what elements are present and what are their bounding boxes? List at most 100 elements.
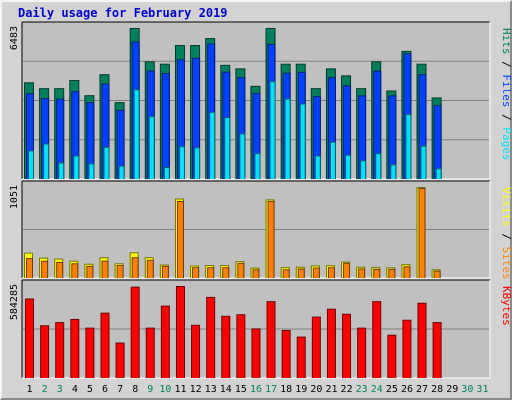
bar-kbytes-day-20-fill (312, 317, 320, 378)
bar-sites-day-23-fill (359, 269, 365, 278)
bar-sites-day-28-fill (434, 271, 440, 278)
bar-kbytes-day-2-fill (41, 326, 49, 378)
bar-pages-day-6-fill (104, 147, 109, 179)
bar-files-day-1-fill (27, 94, 33, 179)
bar-sites-day-11-fill (177, 201, 183, 278)
bar-sites-day-16-fill (253, 270, 259, 278)
bar-files-day-27-fill (419, 75, 426, 179)
bar-pages-day-26-fill (406, 115, 411, 179)
bar-kbytes-day-4-fill (71, 319, 79, 378)
x-label-day-8: 8 (132, 384, 138, 395)
legend-separator: / (500, 108, 512, 128)
bar-kbytes-day-11-fill (176, 287, 184, 378)
x-label-day-12: 12 (190, 384, 202, 395)
x-label-day-13: 13 (205, 384, 217, 395)
bar-sites-day-15-fill (238, 263, 244, 278)
bar-files-day-20-fill (313, 97, 320, 179)
bar-kbytes-day-5-fill (86, 328, 94, 378)
x-label-day-10: 10 (159, 384, 171, 395)
x-label-day-29: 29 (446, 384, 458, 395)
bar-pages-day-13-fill (210, 112, 215, 179)
x-label-day-30: 30 (461, 384, 473, 395)
bar-pages-day-3-fill (59, 163, 64, 179)
bar-kbytes-day-7-fill (116, 343, 124, 378)
bar-files-day-2-fill (42, 99, 49, 179)
bar-pages-day-15-fill (240, 134, 245, 179)
bar-files-day-28-fill (434, 106, 441, 179)
legend-separator: / (500, 227, 512, 247)
bar-files-day-4-fill (72, 92, 79, 179)
x-label-day-3: 3 (57, 384, 63, 395)
bar-files-day-16-fill (253, 93, 260, 179)
bar-kbytes-day-15-fill (237, 315, 245, 378)
bar-pages-day-8-fill (134, 90, 139, 179)
bar-pages-day-1-fill (29, 151, 33, 179)
bar-kbytes-day-22-fill (343, 314, 351, 378)
bar-sites-day-3-fill (57, 262, 63, 278)
bar-sites-day-10-fill (162, 266, 168, 278)
bar-pages-day-20-fill (315, 156, 320, 179)
bar-pages-day-2-fill (44, 144, 49, 179)
x-label-day-9: 9 (147, 384, 153, 395)
bar-kbytes-day-16-fill (252, 329, 260, 378)
bar-files-day-24-fill (374, 71, 381, 179)
x-label-day-6: 6 (102, 384, 108, 395)
bar-files-day-6-fill (102, 84, 109, 179)
bar-sites-day-8-fill (132, 258, 138, 278)
bar-files-day-15-fill (238, 78, 245, 179)
bar-kbytes-day-26-fill (403, 320, 411, 378)
bar-files-day-13-fill (208, 44, 215, 180)
bar-kbytes-day-25-fill (388, 335, 396, 378)
x-label-day-23: 23 (356, 384, 368, 395)
legend-files: Files (500, 74, 512, 107)
bar-files-day-23-fill (359, 96, 366, 179)
bar-sites-day-2-fill (42, 261, 48, 278)
bar-sites-day-21-fill (328, 268, 334, 278)
legend-pages: Pages (500, 127, 512, 160)
x-label-day-16: 16 (250, 384, 262, 395)
ymax-label: 584285 (9, 284, 20, 320)
bar-sites-day-25-fill (389, 269, 395, 278)
bar-files-day-11-fill (177, 60, 184, 180)
bar-pages-day-28-fill (436, 169, 441, 179)
bar-kbytes-day-24-fill (373, 302, 381, 378)
x-label-day-21: 21 (325, 384, 337, 395)
bar-sites-day-22-fill (344, 263, 350, 278)
bar-files-day-7-fill (117, 110, 124, 179)
x-label-day-24: 24 (371, 384, 383, 395)
bar-pages-day-22-fill (346, 155, 351, 179)
bar-pages-day-18-fill (285, 99, 290, 179)
x-label-day-2: 2 (42, 384, 48, 395)
bar-sites-day-12-fill (193, 268, 199, 278)
bar-sites-day-18-fill (283, 270, 289, 278)
bar-pages-day-24-fill (376, 154, 381, 179)
bar-sites-day-13-fill (208, 268, 214, 278)
legend-separator: / (500, 55, 512, 75)
x-label-day-20: 20 (310, 384, 322, 395)
bar-pages-day-9-fill (149, 117, 154, 179)
bar-pages-day-16-fill (255, 154, 260, 179)
bar-kbytes-day-12-fill (192, 325, 200, 378)
bar-sites-day-5-fill (87, 266, 93, 278)
bar-sites-day-24-fill (374, 269, 380, 278)
x-label-day-1: 1 (27, 384, 33, 395)
x-label-day-31: 31 (476, 384, 488, 395)
bar-sites-day-4-fill (72, 264, 78, 278)
chart-title: Daily usage for February 2019 (18, 6, 228, 20)
bar-sites-day-27-fill (419, 188, 425, 278)
bar-pages-day-17-fill (270, 82, 275, 179)
bar-kbytes-day-6-fill (101, 313, 109, 378)
legend-sites: Sites (500, 247, 512, 280)
bar-kbytes-day-1-fill (26, 299, 33, 378)
bar-sites-day-17-fill (268, 201, 274, 278)
x-label-day-27: 27 (416, 384, 428, 395)
ymax-label: 1051 (9, 185, 20, 209)
x-label-day-28: 28 (431, 384, 443, 395)
bar-pages-day-4-fill (74, 156, 79, 179)
bar-files-day-5-fill (87, 103, 94, 179)
x-label-day-22: 22 (341, 384, 353, 395)
bar-pages-day-10-fill (164, 168, 169, 179)
bar-kbytes-day-9-fill (146, 328, 154, 378)
bar-files-day-10-fill (162, 74, 169, 179)
